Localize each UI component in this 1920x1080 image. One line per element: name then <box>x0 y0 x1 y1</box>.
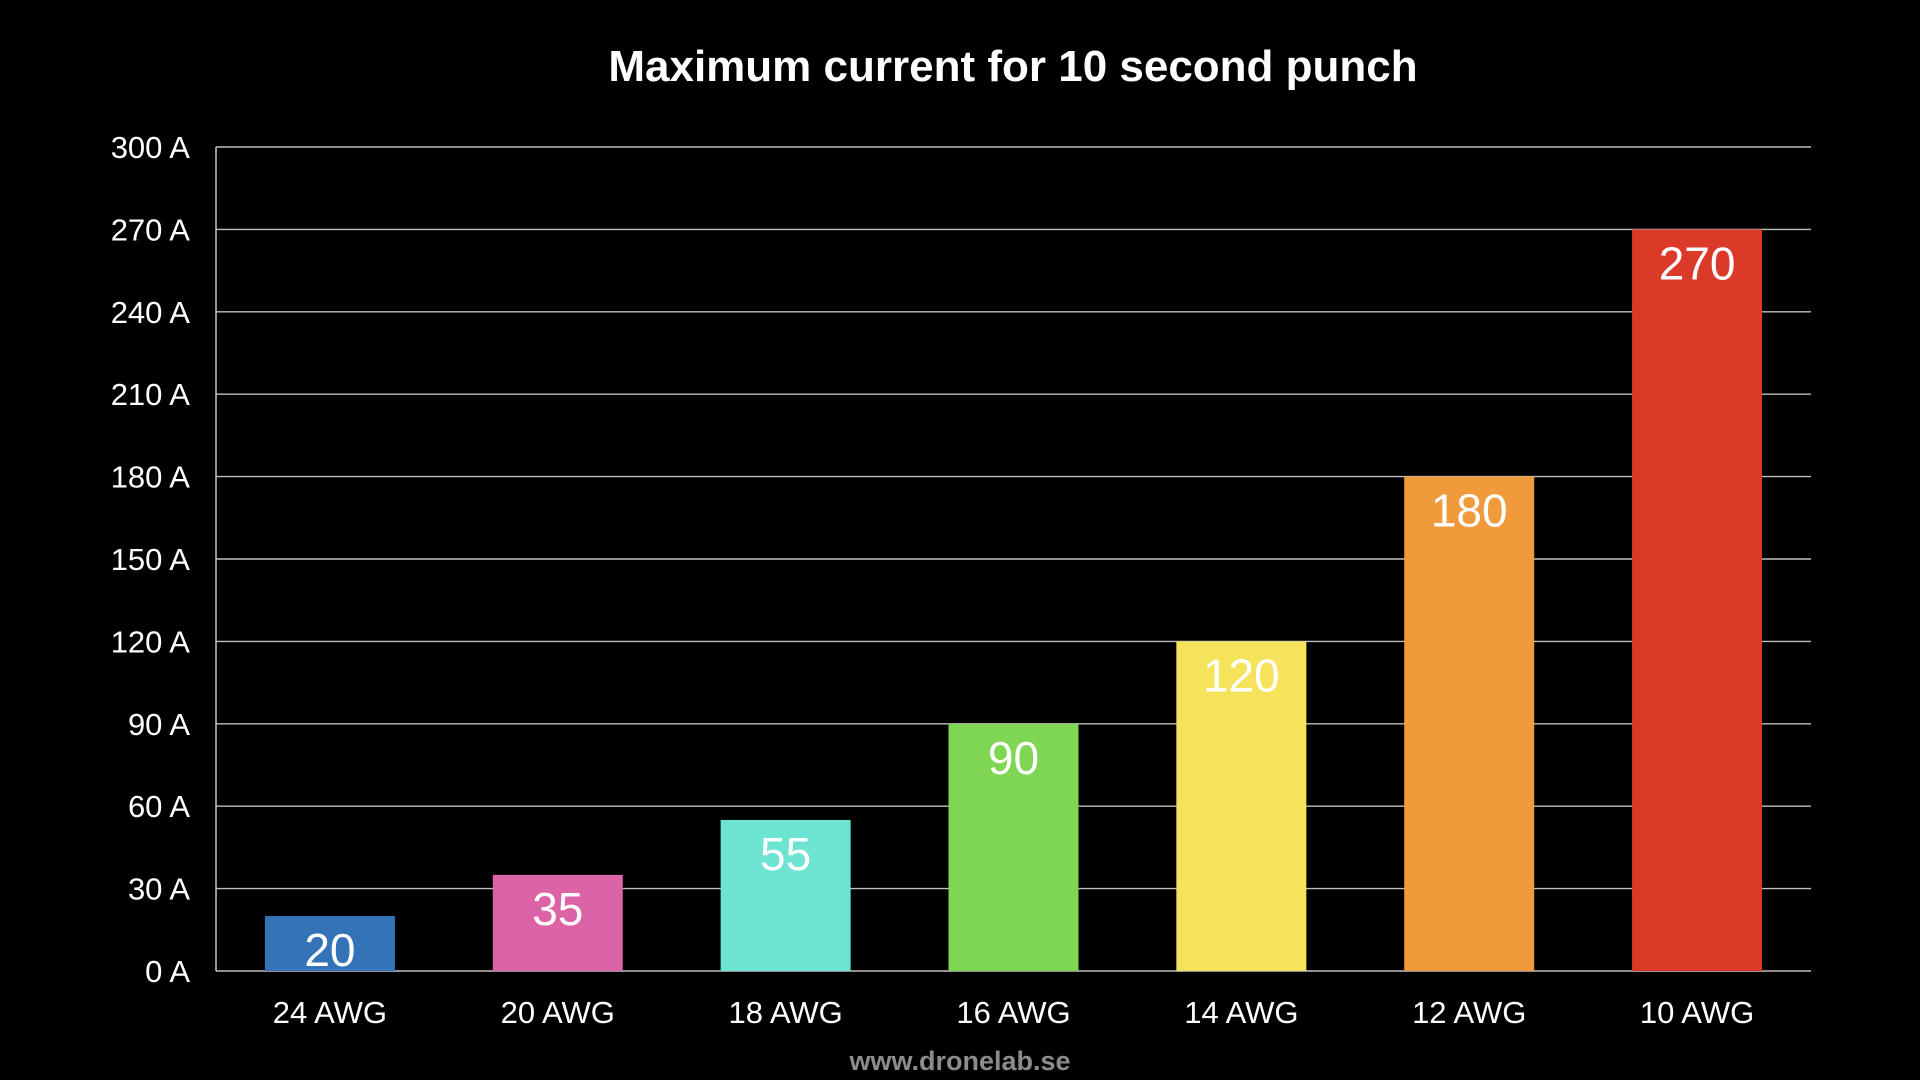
y-tick-label: 90 A <box>128 707 190 742</box>
x-category-label: 20 AWG <box>501 995 615 1030</box>
y-tick-label: 210 A <box>111 377 191 412</box>
bar <box>1632 229 1763 971</box>
bar <box>1176 641 1307 971</box>
bar-value-label: 120 <box>1203 649 1280 701</box>
y-tick-label: 180 A <box>111 460 191 495</box>
y-tick-label: 60 A <box>128 789 190 824</box>
y-tick-label: 30 A <box>128 872 190 907</box>
y-tick-label: 120 A <box>111 624 191 659</box>
bar-value-label: 270 <box>1659 237 1736 289</box>
bar <box>948 723 1079 971</box>
chart-title: Maximum current for 10 second punch <box>608 42 1417 91</box>
y-tick-label: 300 A <box>111 130 191 165</box>
x-category-label: 16 AWG <box>956 995 1070 1030</box>
bar-value-label: 180 <box>1431 485 1508 537</box>
y-tick-label: 240 A <box>111 295 191 330</box>
x-category-label: 24 AWG <box>273 995 387 1030</box>
x-category-label: 12 AWG <box>1412 995 1526 1030</box>
x-axis-categories: 24 AWG 20 AWG 18 AWG 16 AWG 14 AWG 12 AWG 10 A… <box>273 995 1754 1030</box>
bar <box>720 819 851 971</box>
y-tick-label: 270 A <box>111 212 191 247</box>
bars <box>264 229 1763 971</box>
x-category-label: 10 AWG <box>1640 995 1754 1030</box>
y-tick-label: 0 A <box>145 954 190 989</box>
bar-value-label: 55 <box>760 828 811 880</box>
bar <box>264 916 395 971</box>
x-category-label: 14 AWG <box>1184 995 1298 1030</box>
bar-value-labels: 20 35 55 90 120 180 270 <box>304 237 1735 976</box>
y-tick-label: 150 A <box>111 542 191 577</box>
bar <box>492 874 623 971</box>
bar-value-label: 90 <box>988 732 1039 784</box>
y-axis-ticks: 0 A 30 A 60 A 90 A 120 A 150 A 180 A 210 A 240 A… <box>111 130 191 989</box>
source-url: www.dronelab.se <box>848 1046 1070 1076</box>
bar-value-label: 35 <box>532 883 583 935</box>
bar-value-label: 20 <box>304 924 355 976</box>
x-category-label: 18 AWG <box>728 995 842 1030</box>
bar <box>1404 476 1535 971</box>
